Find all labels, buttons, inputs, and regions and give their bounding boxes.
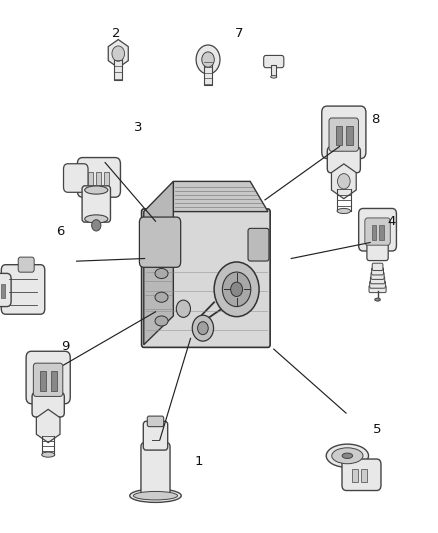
Polygon shape: [36, 409, 60, 442]
Ellipse shape: [42, 452, 55, 457]
Circle shape: [223, 272, 251, 306]
Ellipse shape: [375, 298, 380, 301]
FancyBboxPatch shape: [139, 217, 180, 268]
Text: 3: 3: [134, 122, 142, 134]
Ellipse shape: [342, 453, 353, 458]
Circle shape: [192, 315, 214, 341]
Ellipse shape: [332, 448, 363, 464]
FancyBboxPatch shape: [248, 228, 269, 261]
Circle shape: [112, 46, 124, 61]
FancyBboxPatch shape: [32, 392, 64, 417]
Ellipse shape: [134, 491, 177, 500]
FancyBboxPatch shape: [322, 106, 366, 158]
FancyBboxPatch shape: [365, 218, 390, 245]
Text: 8: 8: [371, 114, 380, 126]
FancyBboxPatch shape: [371, 268, 384, 275]
Polygon shape: [173, 181, 268, 212]
FancyBboxPatch shape: [367, 243, 388, 261]
FancyBboxPatch shape: [370, 281, 385, 288]
Circle shape: [176, 300, 191, 317]
Bar: [371, 225, 376, 240]
FancyBboxPatch shape: [147, 416, 164, 426]
Ellipse shape: [155, 292, 168, 302]
FancyBboxPatch shape: [141, 209, 270, 348]
FancyBboxPatch shape: [18, 257, 34, 272]
Bar: [271, 65, 276, 77]
Ellipse shape: [326, 444, 368, 467]
Circle shape: [202, 52, 214, 67]
Circle shape: [198, 322, 208, 335]
Text: 6: 6: [56, 225, 65, 238]
Text: 4: 4: [388, 215, 396, 228]
Text: 7: 7: [234, 27, 243, 39]
Bar: [336, 126, 342, 146]
Bar: [114, 53, 122, 80]
Circle shape: [338, 174, 350, 189]
Bar: [353, 469, 358, 482]
Circle shape: [231, 282, 243, 296]
Ellipse shape: [337, 208, 350, 214]
Bar: [51, 372, 57, 391]
Polygon shape: [144, 181, 173, 345]
FancyBboxPatch shape: [78, 158, 120, 197]
Ellipse shape: [271, 76, 277, 78]
FancyBboxPatch shape: [329, 118, 358, 151]
Circle shape: [214, 262, 259, 317]
FancyBboxPatch shape: [371, 272, 384, 279]
Bar: [88, 172, 93, 185]
FancyBboxPatch shape: [342, 459, 381, 490]
FancyBboxPatch shape: [264, 55, 284, 68]
Text: 1: 1: [195, 455, 204, 467]
Bar: [204, 59, 212, 85]
Text: 9: 9: [60, 340, 69, 353]
Polygon shape: [108, 39, 128, 68]
FancyBboxPatch shape: [143, 421, 168, 450]
Circle shape: [196, 45, 220, 74]
Bar: [346, 126, 353, 146]
Bar: [96, 172, 101, 185]
Ellipse shape: [85, 215, 108, 223]
FancyBboxPatch shape: [141, 442, 170, 496]
Text: 2: 2: [112, 27, 120, 39]
FancyBboxPatch shape: [33, 363, 63, 397]
FancyBboxPatch shape: [26, 351, 70, 403]
Bar: [379, 225, 384, 240]
Ellipse shape: [85, 186, 108, 194]
FancyBboxPatch shape: [327, 147, 360, 173]
Ellipse shape: [155, 269, 168, 279]
Ellipse shape: [130, 489, 181, 503]
Bar: [104, 172, 109, 185]
Circle shape: [92, 220, 101, 231]
FancyBboxPatch shape: [64, 164, 88, 192]
Ellipse shape: [155, 316, 168, 326]
Bar: [1, 284, 6, 297]
FancyBboxPatch shape: [371, 277, 385, 284]
Polygon shape: [332, 164, 356, 199]
FancyBboxPatch shape: [372, 263, 383, 271]
Bar: [40, 372, 46, 391]
FancyBboxPatch shape: [369, 285, 386, 293]
Bar: [361, 469, 367, 482]
FancyBboxPatch shape: [0, 273, 11, 306]
Text: 5: 5: [373, 423, 382, 435]
FancyBboxPatch shape: [82, 186, 110, 222]
FancyBboxPatch shape: [1, 265, 45, 314]
FancyBboxPatch shape: [359, 208, 396, 251]
